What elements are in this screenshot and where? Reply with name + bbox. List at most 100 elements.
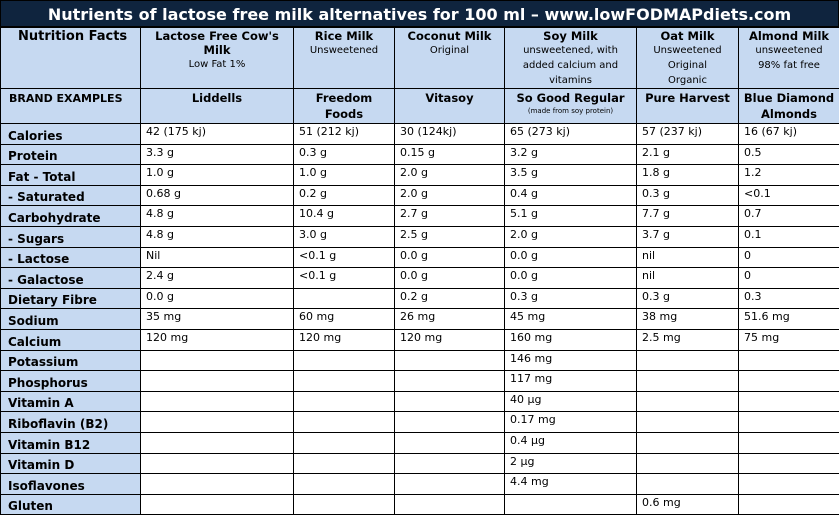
table-cell: 45 mg	[504, 308, 637, 330]
page-title: Nutrients of lactose free milk alternati…	[0, 0, 839, 27]
column-subtitle: Low Fat 1%	[188, 59, 246, 70]
column-header: Oat Milk Unsweetened Original Organic	[636, 27, 739, 89]
table-cell: 4.4 mg	[504, 473, 637, 495]
brand-row: BRAND EXAMPLES Liddells Freedom Foods Vitas…	[0, 88, 839, 124]
table-cell: 0.2 g	[394, 287, 505, 310]
column-header: Almond Milk unsweetened 98% fat free	[738, 27, 839, 89]
table-cell	[140, 452, 294, 475]
brand-cell: Vitasoy	[394, 88, 505, 124]
table-cell: 1.0 g	[293, 164, 395, 186]
brand-examples-label: BRAND EXAMPLES	[0, 88, 141, 124]
table-cell: 35 mg	[140, 308, 294, 330]
row-label: Riboflavin (B2)	[0, 411, 141, 433]
table-cell: 117 mg	[504, 370, 637, 392]
table-cell	[293, 452, 395, 475]
row-label: Isoflavones	[0, 473, 141, 495]
column-header-row: Nutrition Facts Lactose Free Cow's Milk L…	[0, 27, 839, 89]
table-cell: 16 (67 kj)	[738, 123, 839, 145]
table-cell: <0.1 g	[293, 246, 395, 269]
table-cell: 0.15 g	[394, 143, 505, 166]
table-cell	[738, 493, 839, 516]
column-subtitle: Organic	[668, 75, 707, 86]
table-cell	[394, 473, 505, 495]
table-row: Carbohydrate 4.8 g 10.4 g 2.7 g 5.1 g 7.7 g 0.…	[0, 205, 839, 227]
column-name: Lactose Free Cow's Milk	[155, 29, 279, 57]
table-cell: 0.2 g	[293, 184, 395, 207]
table-cell	[738, 452, 839, 475]
brand-cell: So Good Regular (made from soy protein)	[504, 88, 637, 124]
row-label: - Galactose	[0, 267, 141, 289]
row-label: - Lactose	[0, 246, 141, 269]
table-cell: 42 (175 kj)	[140, 123, 294, 145]
column-header: Soy Milk unsweetened, with added calcium a…	[504, 27, 637, 89]
table-row: Dietary Fibre 0.0 g 0.2 g 0.3 g 0.3 g 0.3	[0, 287, 839, 310]
brand-name: Liddells	[191, 91, 243, 105]
table-cell	[394, 349, 505, 372]
column-header: Lactose Free Cow's Milk Low Fat 1%	[140, 27, 294, 89]
table-cell: 0.0 g	[394, 267, 505, 289]
table-row: Potassium 146 mg	[0, 349, 839, 372]
table-row: Protein 3.3 g 0.3 g 0.15 g 3.2 g 2.1 g 0.5	[0, 143, 839, 166]
table-cell: 0	[738, 246, 839, 269]
column-header: Coconut Milk Original	[394, 27, 505, 89]
table-row: - Saturated 0.68 g 0.2 g 2.0 g 0.4 g 0.3 g <0.…	[0, 184, 839, 207]
table-cell	[738, 370, 839, 392]
table-cell: 0.3 g	[293, 143, 395, 166]
table-cell	[738, 349, 839, 372]
table-cell: 2.7 g	[394, 205, 505, 227]
table-cell: 10.4 g	[293, 205, 395, 227]
table-cell	[293, 493, 395, 516]
table-row: Vitamin B12 0.4 µg	[0, 431, 839, 454]
table-cell: 0.0 g	[394, 246, 505, 269]
row-label: - Sugars	[0, 225, 141, 248]
table-cell: 0.1	[738, 225, 839, 248]
table-cell	[293, 287, 395, 310]
row-label: Vitamin A	[0, 390, 141, 413]
brand-name: Foods	[324, 107, 364, 121]
table-cell: 3.3 g	[140, 143, 294, 166]
table-cell: 2 µg	[504, 452, 637, 475]
table-cell	[140, 370, 294, 392]
table-cell	[293, 431, 395, 454]
table-cell	[738, 390, 839, 413]
table-cell: 0.6 mg	[636, 493, 739, 516]
table-cell	[636, 370, 739, 392]
row-label: Vitamin D	[0, 452, 141, 475]
table-cell: 2.0 g	[394, 164, 505, 186]
row-label: Protein	[0, 143, 141, 166]
table-cell: 0.17 mg	[504, 411, 637, 433]
table-cell	[636, 349, 739, 372]
table-cell: 75 mg	[738, 328, 839, 351]
brand-name: Blue Diamond	[743, 91, 835, 105]
table-cell: 0.68 g	[140, 184, 294, 207]
column-name: Soy Milk	[543, 29, 598, 43]
table-cell: 26 mg	[394, 308, 505, 330]
table-cell	[504, 493, 637, 516]
table-cell	[738, 431, 839, 454]
table-cell: 3.5 g	[504, 164, 637, 186]
table-cell: 0.0 g	[504, 246, 637, 269]
table-cell	[140, 349, 294, 372]
table-cell: 1.8 g	[636, 164, 739, 186]
brand-note: (made from soy protein)	[527, 107, 614, 115]
brand-cell: Liddells	[140, 88, 294, 124]
table-cell: 2.1 g	[636, 143, 739, 166]
table-row: Isoflavones 4.4 mg	[0, 473, 839, 495]
table-cell: 51 (212 kj)	[293, 123, 395, 145]
nutrition-facts-label: Nutrition Facts	[0, 27, 141, 89]
table-cell: 0.4 g	[504, 184, 637, 207]
table-cell: nil	[636, 246, 739, 269]
table-cell: 57 (237 kj)	[636, 123, 739, 145]
row-label: Gluten	[0, 493, 141, 516]
table-cell	[140, 493, 294, 516]
table-row: - Galactose 2.4 g <0.1 g 0.0 g 0.0 g nil 0	[0, 267, 839, 289]
table-row: Riboflavin (B2) 0.17 mg	[0, 411, 839, 433]
row-label: Potassium	[0, 349, 141, 372]
table-cell: 0.3 g	[504, 287, 637, 310]
table-cell: 0.3	[738, 287, 839, 310]
table-cell: <0.1 g	[293, 267, 395, 289]
table-cell: 30 (124kj)	[394, 123, 505, 145]
table-cell	[293, 411, 395, 433]
table-cell	[394, 452, 505, 475]
brand-name: So Good Regular	[516, 91, 625, 105]
